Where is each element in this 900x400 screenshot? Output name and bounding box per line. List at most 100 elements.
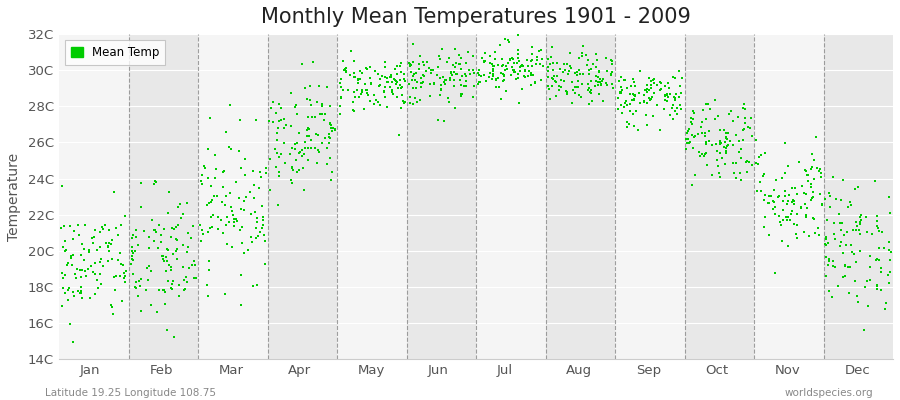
Point bbox=[284, 180, 299, 186]
Point bbox=[557, 61, 572, 68]
Point bbox=[337, 58, 351, 64]
Point bbox=[787, 201, 801, 207]
Point bbox=[766, 198, 780, 205]
Point bbox=[692, 148, 706, 155]
Point bbox=[600, 68, 615, 74]
Point bbox=[311, 83, 326, 89]
Point bbox=[407, 70, 421, 77]
Point bbox=[750, 188, 764, 194]
Point bbox=[787, 198, 801, 204]
Point bbox=[574, 81, 589, 88]
Point bbox=[614, 84, 628, 90]
Point bbox=[396, 98, 410, 104]
Point bbox=[667, 108, 681, 114]
Point bbox=[626, 122, 641, 129]
Point bbox=[205, 224, 220, 230]
Point bbox=[790, 210, 805, 217]
Point bbox=[821, 262, 835, 268]
Point bbox=[685, 120, 699, 127]
Point bbox=[745, 133, 760, 140]
Point bbox=[848, 186, 862, 192]
Point bbox=[698, 153, 712, 160]
Point bbox=[101, 258, 115, 264]
Point bbox=[548, 78, 562, 84]
Point bbox=[798, 214, 813, 220]
Point bbox=[74, 274, 88, 280]
Point bbox=[769, 270, 783, 276]
Point bbox=[88, 260, 103, 266]
Point bbox=[348, 94, 363, 100]
Point bbox=[369, 97, 383, 103]
Point bbox=[812, 168, 826, 174]
Point bbox=[234, 302, 248, 308]
Bar bbox=[615, 34, 685, 359]
Point bbox=[740, 168, 754, 175]
Point bbox=[834, 227, 849, 234]
Point bbox=[203, 198, 218, 205]
Point bbox=[148, 178, 162, 184]
Point bbox=[334, 94, 348, 100]
Point bbox=[556, 68, 571, 75]
Point bbox=[589, 72, 603, 79]
Point bbox=[607, 85, 621, 92]
Point bbox=[166, 333, 181, 340]
Point bbox=[223, 204, 238, 210]
Point bbox=[502, 56, 517, 62]
Point bbox=[623, 101, 637, 108]
Point bbox=[695, 118, 709, 125]
Point bbox=[65, 262, 79, 268]
Point bbox=[415, 59, 429, 65]
Point bbox=[827, 230, 842, 237]
Point bbox=[434, 86, 448, 92]
Point bbox=[346, 74, 361, 80]
Point bbox=[397, 71, 411, 77]
Point bbox=[116, 270, 130, 276]
Point bbox=[208, 152, 222, 158]
Point bbox=[250, 215, 265, 222]
Point bbox=[680, 146, 694, 152]
Point bbox=[274, 105, 288, 112]
Point bbox=[230, 179, 244, 185]
Point bbox=[454, 92, 468, 99]
Point bbox=[309, 131, 323, 138]
Point bbox=[77, 222, 92, 228]
Point bbox=[130, 279, 144, 286]
Point bbox=[767, 187, 781, 194]
Point bbox=[706, 142, 720, 148]
Point bbox=[580, 57, 595, 63]
Point bbox=[799, 190, 814, 197]
Point bbox=[818, 273, 832, 280]
Point bbox=[620, 102, 634, 108]
Point bbox=[752, 154, 767, 160]
Point bbox=[561, 70, 575, 77]
Point bbox=[870, 286, 885, 292]
Point bbox=[181, 230, 195, 236]
Point bbox=[95, 263, 110, 270]
Point bbox=[229, 216, 243, 223]
Point bbox=[594, 81, 608, 87]
Point bbox=[814, 169, 828, 176]
Point bbox=[654, 80, 669, 86]
Point bbox=[781, 163, 796, 169]
Point bbox=[394, 84, 409, 90]
Point bbox=[826, 258, 841, 264]
Point bbox=[339, 69, 354, 76]
Point bbox=[324, 122, 338, 128]
Point bbox=[863, 264, 878, 271]
Point bbox=[698, 151, 713, 157]
Point bbox=[169, 237, 184, 243]
Point bbox=[452, 52, 466, 58]
Point bbox=[613, 90, 627, 96]
Point bbox=[197, 162, 211, 169]
Point bbox=[394, 69, 409, 75]
Point bbox=[775, 238, 789, 245]
Point bbox=[296, 151, 310, 158]
Point bbox=[487, 62, 501, 69]
Point bbox=[825, 294, 840, 300]
Point bbox=[882, 246, 896, 253]
Point bbox=[157, 252, 171, 259]
Point bbox=[363, 98, 377, 104]
Point bbox=[62, 320, 77, 327]
Point bbox=[806, 156, 821, 163]
Point bbox=[762, 232, 777, 238]
